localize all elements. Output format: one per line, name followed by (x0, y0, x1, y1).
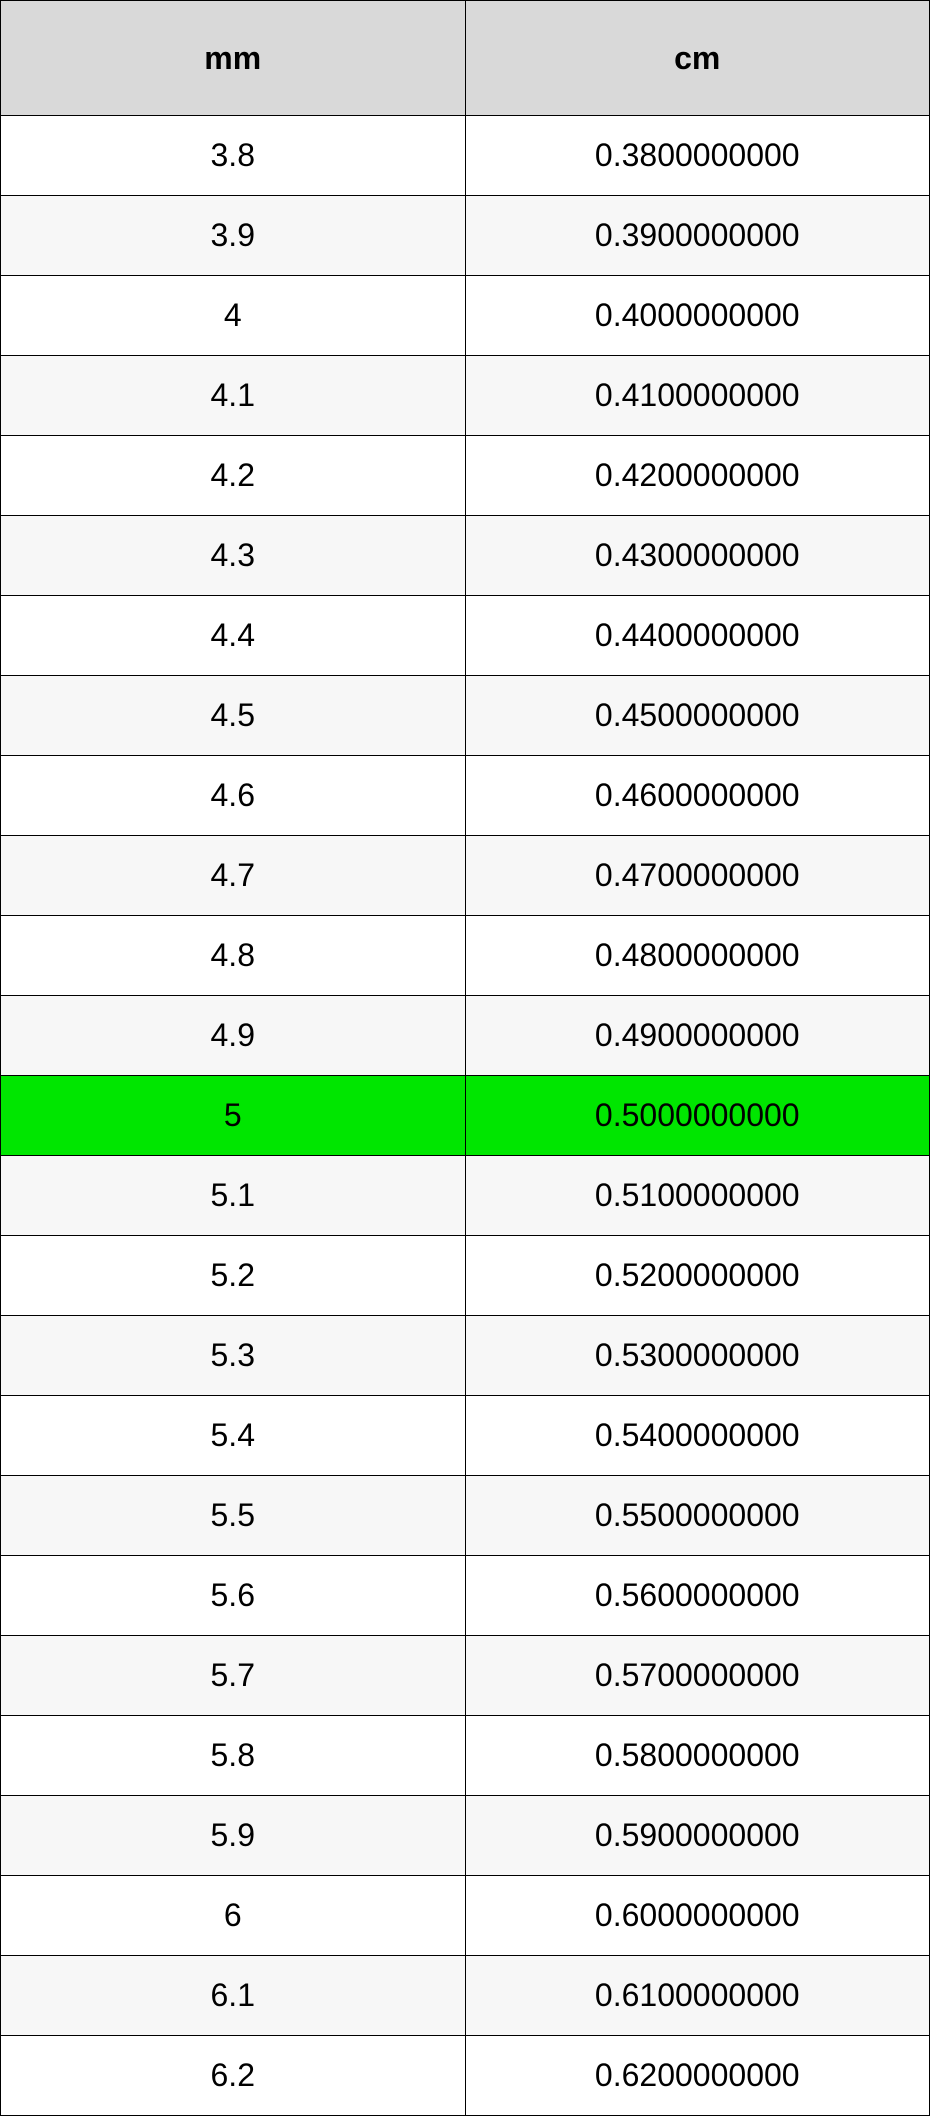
cell-cm: 0.5600000000 (465, 1556, 930, 1636)
conversion-table: mm cm 3.80.38000000003.90.390000000040.4… (0, 0, 930, 2116)
cell-cm: 0.6200000000 (465, 2036, 930, 2116)
cell-mm: 4 (1, 276, 466, 356)
cell-mm: 4.1 (1, 356, 466, 436)
cell-mm: 4.9 (1, 996, 466, 1076)
table-row: 40.4000000000 (1, 276, 930, 356)
table-row: 4.90.4900000000 (1, 996, 930, 1076)
cell-cm: 0.4800000000 (465, 916, 930, 996)
cell-cm: 0.4300000000 (465, 516, 930, 596)
table-row: 4.60.4600000000 (1, 756, 930, 836)
table-row: 4.50.4500000000 (1, 676, 930, 756)
cell-cm: 0.5800000000 (465, 1716, 930, 1796)
table-row: 5.10.5100000000 (1, 1156, 930, 1236)
table-row: 5.80.5800000000 (1, 1716, 930, 1796)
table-header-row: mm cm (1, 1, 930, 116)
cell-cm: 0.6100000000 (465, 1956, 930, 2036)
cell-mm: 6.1 (1, 1956, 466, 2036)
cell-cm: 0.5300000000 (465, 1316, 930, 1396)
column-header-cm: cm (465, 1, 930, 116)
table-row: 6.10.6100000000 (1, 1956, 930, 2036)
cell-cm: 0.3800000000 (465, 116, 930, 196)
cell-mm: 4.4 (1, 596, 466, 676)
cell-mm: 6 (1, 1876, 466, 1956)
table-row: 5.70.5700000000 (1, 1636, 930, 1716)
table-row: 4.30.4300000000 (1, 516, 930, 596)
cell-cm: 0.5500000000 (465, 1476, 930, 1556)
cell-cm: 0.6000000000 (465, 1876, 930, 1956)
table-body: 3.80.38000000003.90.390000000040.4000000… (1, 116, 930, 2116)
cell-mm: 5.1 (1, 1156, 466, 1236)
table-row: 5.20.5200000000 (1, 1236, 930, 1316)
column-header-mm: mm (1, 1, 466, 116)
cell-cm: 0.4700000000 (465, 836, 930, 916)
table-row: 3.80.3800000000 (1, 116, 930, 196)
cell-mm: 4.2 (1, 436, 466, 516)
cell-cm: 0.4500000000 (465, 676, 930, 756)
table-row: 4.80.4800000000 (1, 916, 930, 996)
cell-mm: 4.5 (1, 676, 466, 756)
cell-mm: 5.8 (1, 1716, 466, 1796)
cell-cm: 0.4000000000 (465, 276, 930, 356)
table-row: 3.90.3900000000 (1, 196, 930, 276)
cell-mm: 5.6 (1, 1556, 466, 1636)
table-row: 4.20.4200000000 (1, 436, 930, 516)
table-row: 6.20.6200000000 (1, 2036, 930, 2116)
table-row: 4.40.4400000000 (1, 596, 930, 676)
cell-cm: 0.4200000000 (465, 436, 930, 516)
table-row: 4.70.4700000000 (1, 836, 930, 916)
cell-mm: 5.2 (1, 1236, 466, 1316)
table-row: 5.90.5900000000 (1, 1796, 930, 1876)
cell-cm: 0.5900000000 (465, 1796, 930, 1876)
cell-cm: 0.5200000000 (465, 1236, 930, 1316)
cell-cm: 0.5100000000 (465, 1156, 930, 1236)
table-row: 4.10.4100000000 (1, 356, 930, 436)
cell-mm: 4.8 (1, 916, 466, 996)
cell-mm: 5.4 (1, 1396, 466, 1476)
cell-mm: 5.3 (1, 1316, 466, 1396)
cell-cm: 0.4900000000 (465, 996, 930, 1076)
cell-mm: 5 (1, 1076, 466, 1156)
cell-mm: 4.7 (1, 836, 466, 916)
cell-cm: 0.4400000000 (465, 596, 930, 676)
table-row: 50.5000000000 (1, 1076, 930, 1156)
table-row: 5.60.5600000000 (1, 1556, 930, 1636)
cell-cm: 0.5400000000 (465, 1396, 930, 1476)
table-row: 5.40.5400000000 (1, 1396, 930, 1476)
cell-cm: 0.5700000000 (465, 1636, 930, 1716)
cell-mm: 5.5 (1, 1476, 466, 1556)
cell-mm: 3.8 (1, 116, 466, 196)
cell-mm: 4.3 (1, 516, 466, 596)
cell-cm: 0.4100000000 (465, 356, 930, 436)
cell-cm: 0.5000000000 (465, 1076, 930, 1156)
cell-cm: 0.3900000000 (465, 196, 930, 276)
cell-mm: 6.2 (1, 2036, 466, 2116)
cell-mm: 5.9 (1, 1796, 466, 1876)
cell-cm: 0.4600000000 (465, 756, 930, 836)
cell-mm: 3.9 (1, 196, 466, 276)
cell-mm: 5.7 (1, 1636, 466, 1716)
cell-mm: 4.6 (1, 756, 466, 836)
table-row: 60.6000000000 (1, 1876, 930, 1956)
table-row: 5.30.5300000000 (1, 1316, 930, 1396)
table-row: 5.50.5500000000 (1, 1476, 930, 1556)
